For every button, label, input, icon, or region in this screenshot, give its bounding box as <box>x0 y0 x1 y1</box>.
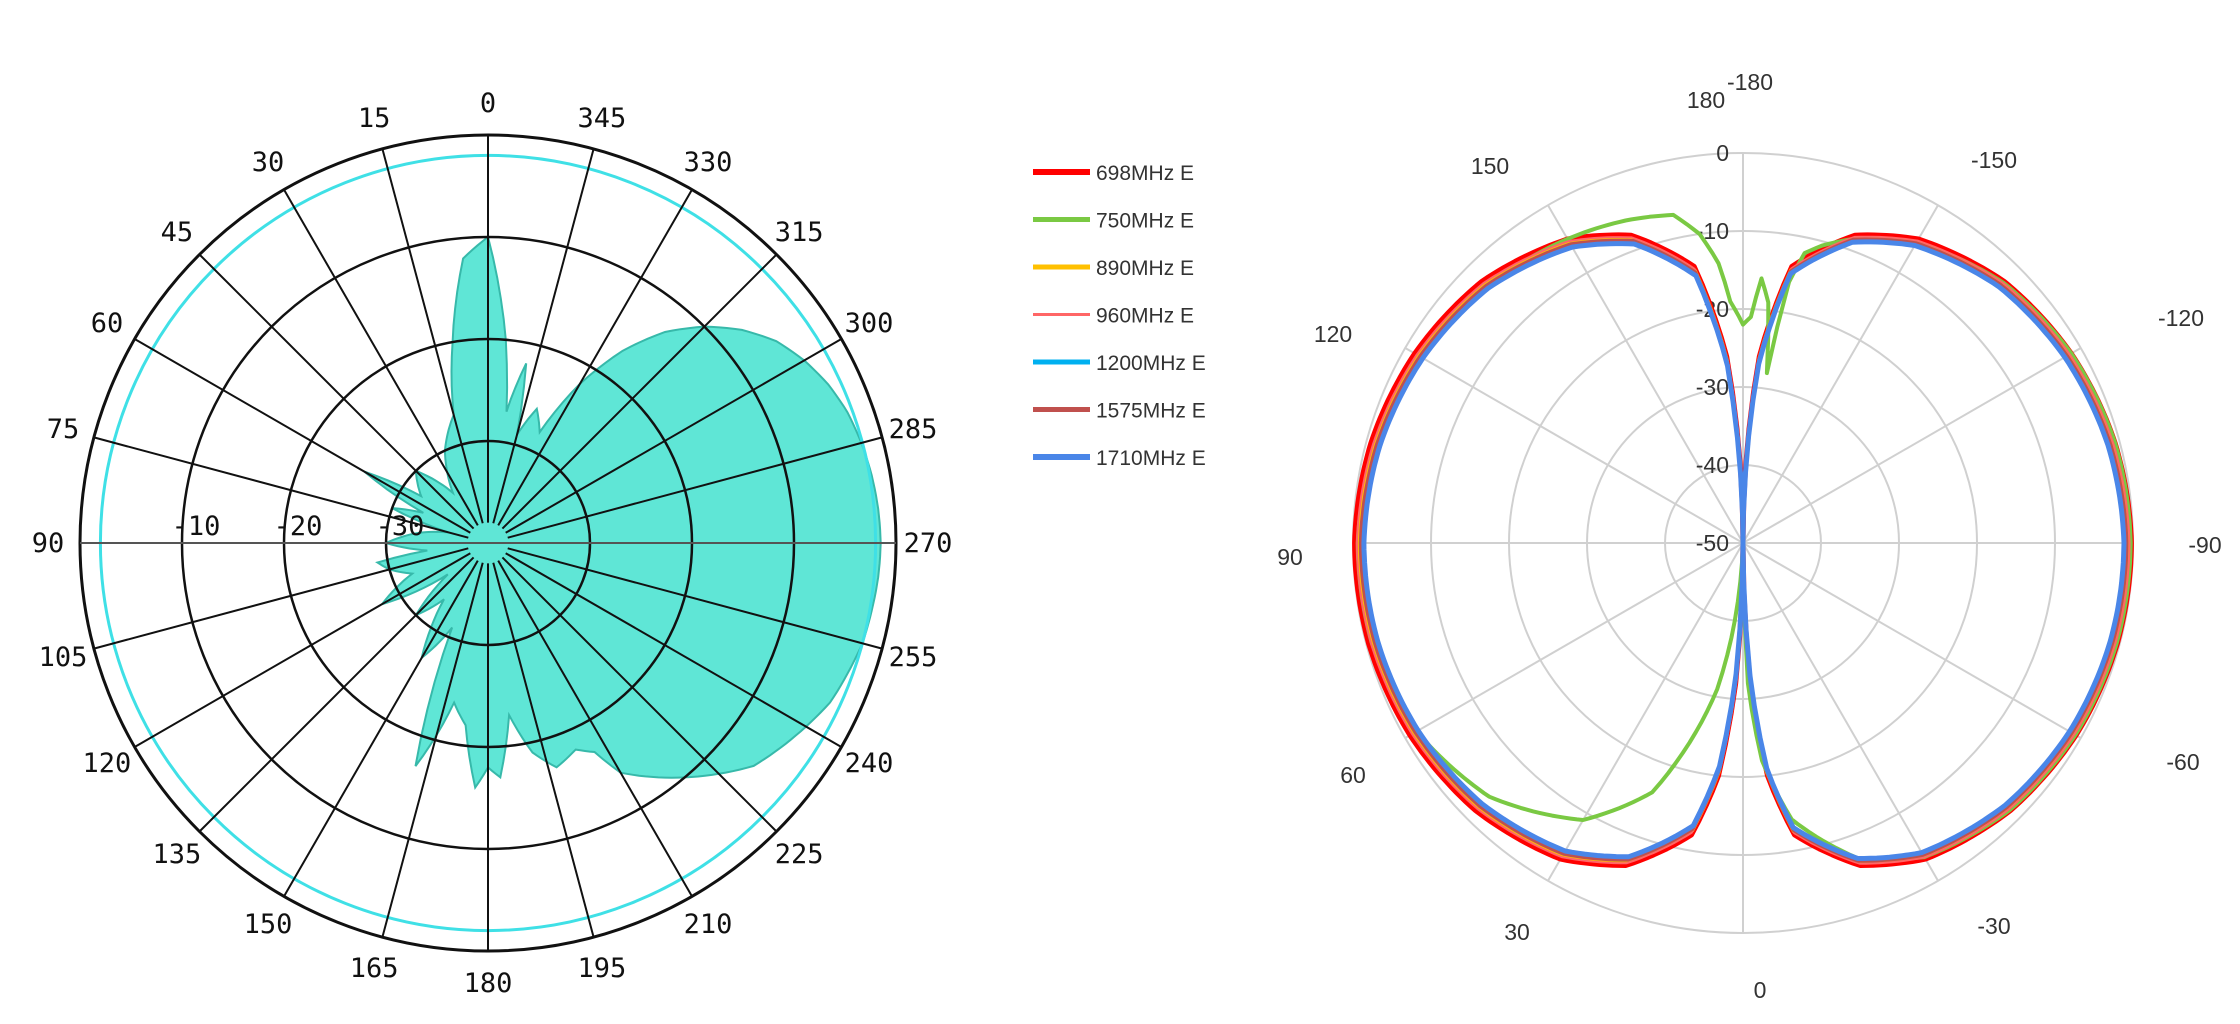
spoke <box>134 552 471 748</box>
angle-tick-label: 0 <box>480 88 496 119</box>
spoke <box>501 556 778 833</box>
angle-tick-label: -90 <box>2188 532 2221 558</box>
angle-tick-label: 255 <box>889 642 938 673</box>
legend: 698MHz E 750MHz E 890MHz E 960MHz E 1200MHz … <box>1033 162 1206 470</box>
spoke <box>497 189 693 526</box>
left-polar-chart: 0 15 30 45 60 75 90 105 120 135 150 165 180 195 210 225… <box>32 88 953 999</box>
angle-tick-label: 75 <box>47 414 80 445</box>
angle-tick-label: 315 <box>775 217 824 248</box>
series-line <box>1361 239 2127 861</box>
spoke <box>505 338 842 534</box>
spoke <box>93 547 469 650</box>
spoke <box>283 189 479 526</box>
angle-tick-label: 0 <box>1754 977 1767 1003</box>
spoke <box>1742 542 1939 882</box>
angle-tick-label: 45 <box>161 217 194 248</box>
angle-tick-label: -30 <box>1977 913 2010 939</box>
angle-tick-label: 150 <box>244 909 293 940</box>
spoke <box>1404 542 1744 739</box>
angle-tick-label: 285 <box>889 414 938 445</box>
radial-tick-label: -10 <box>172 511 221 542</box>
spoke <box>505 552 842 748</box>
angle-tick-label: 225 <box>775 839 824 870</box>
spoke <box>1742 347 2082 544</box>
spoke <box>198 556 475 833</box>
angle-tick-label: -120 <box>2158 305 2204 331</box>
spoke <box>492 562 595 938</box>
spoke <box>198 253 475 530</box>
spoke <box>93 436 469 539</box>
spoke <box>507 436 883 539</box>
legend-label: 750MHz E <box>1096 210 1194 233</box>
legend-label: 1575MHz E <box>1096 400 1206 423</box>
spoke <box>381 148 484 524</box>
angle-tick-label: 60 <box>91 308 124 339</box>
angle-tick-label: 195 <box>577 953 626 984</box>
spoke <box>1742 204 1939 544</box>
angle-tick-label: 240 <box>845 748 894 779</box>
angle-tick-label: 135 <box>152 839 201 870</box>
angle-tick-label: 210 <box>684 909 733 940</box>
series-line <box>1355 235 2131 865</box>
angle-tick-label: 165 <box>350 953 399 984</box>
spoke <box>507 547 883 650</box>
spoke <box>497 560 693 897</box>
spoke <box>1547 204 1744 544</box>
radial-tick-label: -40 <box>1696 452 1729 478</box>
legend-label: 698MHz E <box>1096 162 1194 185</box>
angle-tick-label: 30 <box>1504 919 1530 945</box>
angle-tick-label: 150 <box>1471 153 1509 179</box>
angle-tick-label: 330 <box>684 147 733 178</box>
angle-tick-label: -150 <box>1971 147 2017 173</box>
angle-tick-label: 90 <box>1277 544 1303 570</box>
angle-tick-label: -60 <box>2166 749 2199 775</box>
radial-tick-label: -50 <box>1696 530 1729 556</box>
angle-tick-label: 30 <box>252 147 285 178</box>
angle-tick-label: 15 <box>358 103 391 134</box>
spoke <box>492 148 595 524</box>
spoke <box>1742 542 2082 739</box>
angle-tick-label: 180 <box>1687 87 1725 113</box>
spoke <box>1547 542 1744 882</box>
angle-tick-label: 105 <box>39 642 88 673</box>
spoke <box>1404 347 1744 544</box>
angle-tick-label: 90 <box>32 528 65 559</box>
spoke <box>134 338 471 534</box>
radial-tick-label: -30 <box>1696 374 1729 400</box>
radial-tick-label: -20 <box>274 511 323 542</box>
spoke <box>381 562 484 938</box>
angle-tick-label: 180 <box>464 968 513 999</box>
angle-tick-label: 120 <box>83 748 132 779</box>
angle-tick-label: 270 <box>904 528 953 559</box>
legend-label: 1710MHz E <box>1096 447 1206 470</box>
radial-tick-label: -30 <box>376 511 425 542</box>
radial-tick-label: 0 <box>1716 140 1729 166</box>
spoke <box>283 560 479 897</box>
angle-tick-label: 120 <box>1314 321 1352 347</box>
angle-tick-label: 60 <box>1340 762 1366 788</box>
spoke <box>501 253 778 530</box>
angle-tick-label: -180 <box>1727 69 1773 95</box>
legend-label: 1200MHz E <box>1096 352 1206 375</box>
radial-tick-label: -10 <box>1696 218 1729 244</box>
legend-label: 960MHz E <box>1096 305 1194 328</box>
angle-tick-label: 300 <box>845 308 894 339</box>
legend-label: 890MHz E <box>1096 257 1194 280</box>
angle-tick-label: 345 <box>577 103 626 134</box>
